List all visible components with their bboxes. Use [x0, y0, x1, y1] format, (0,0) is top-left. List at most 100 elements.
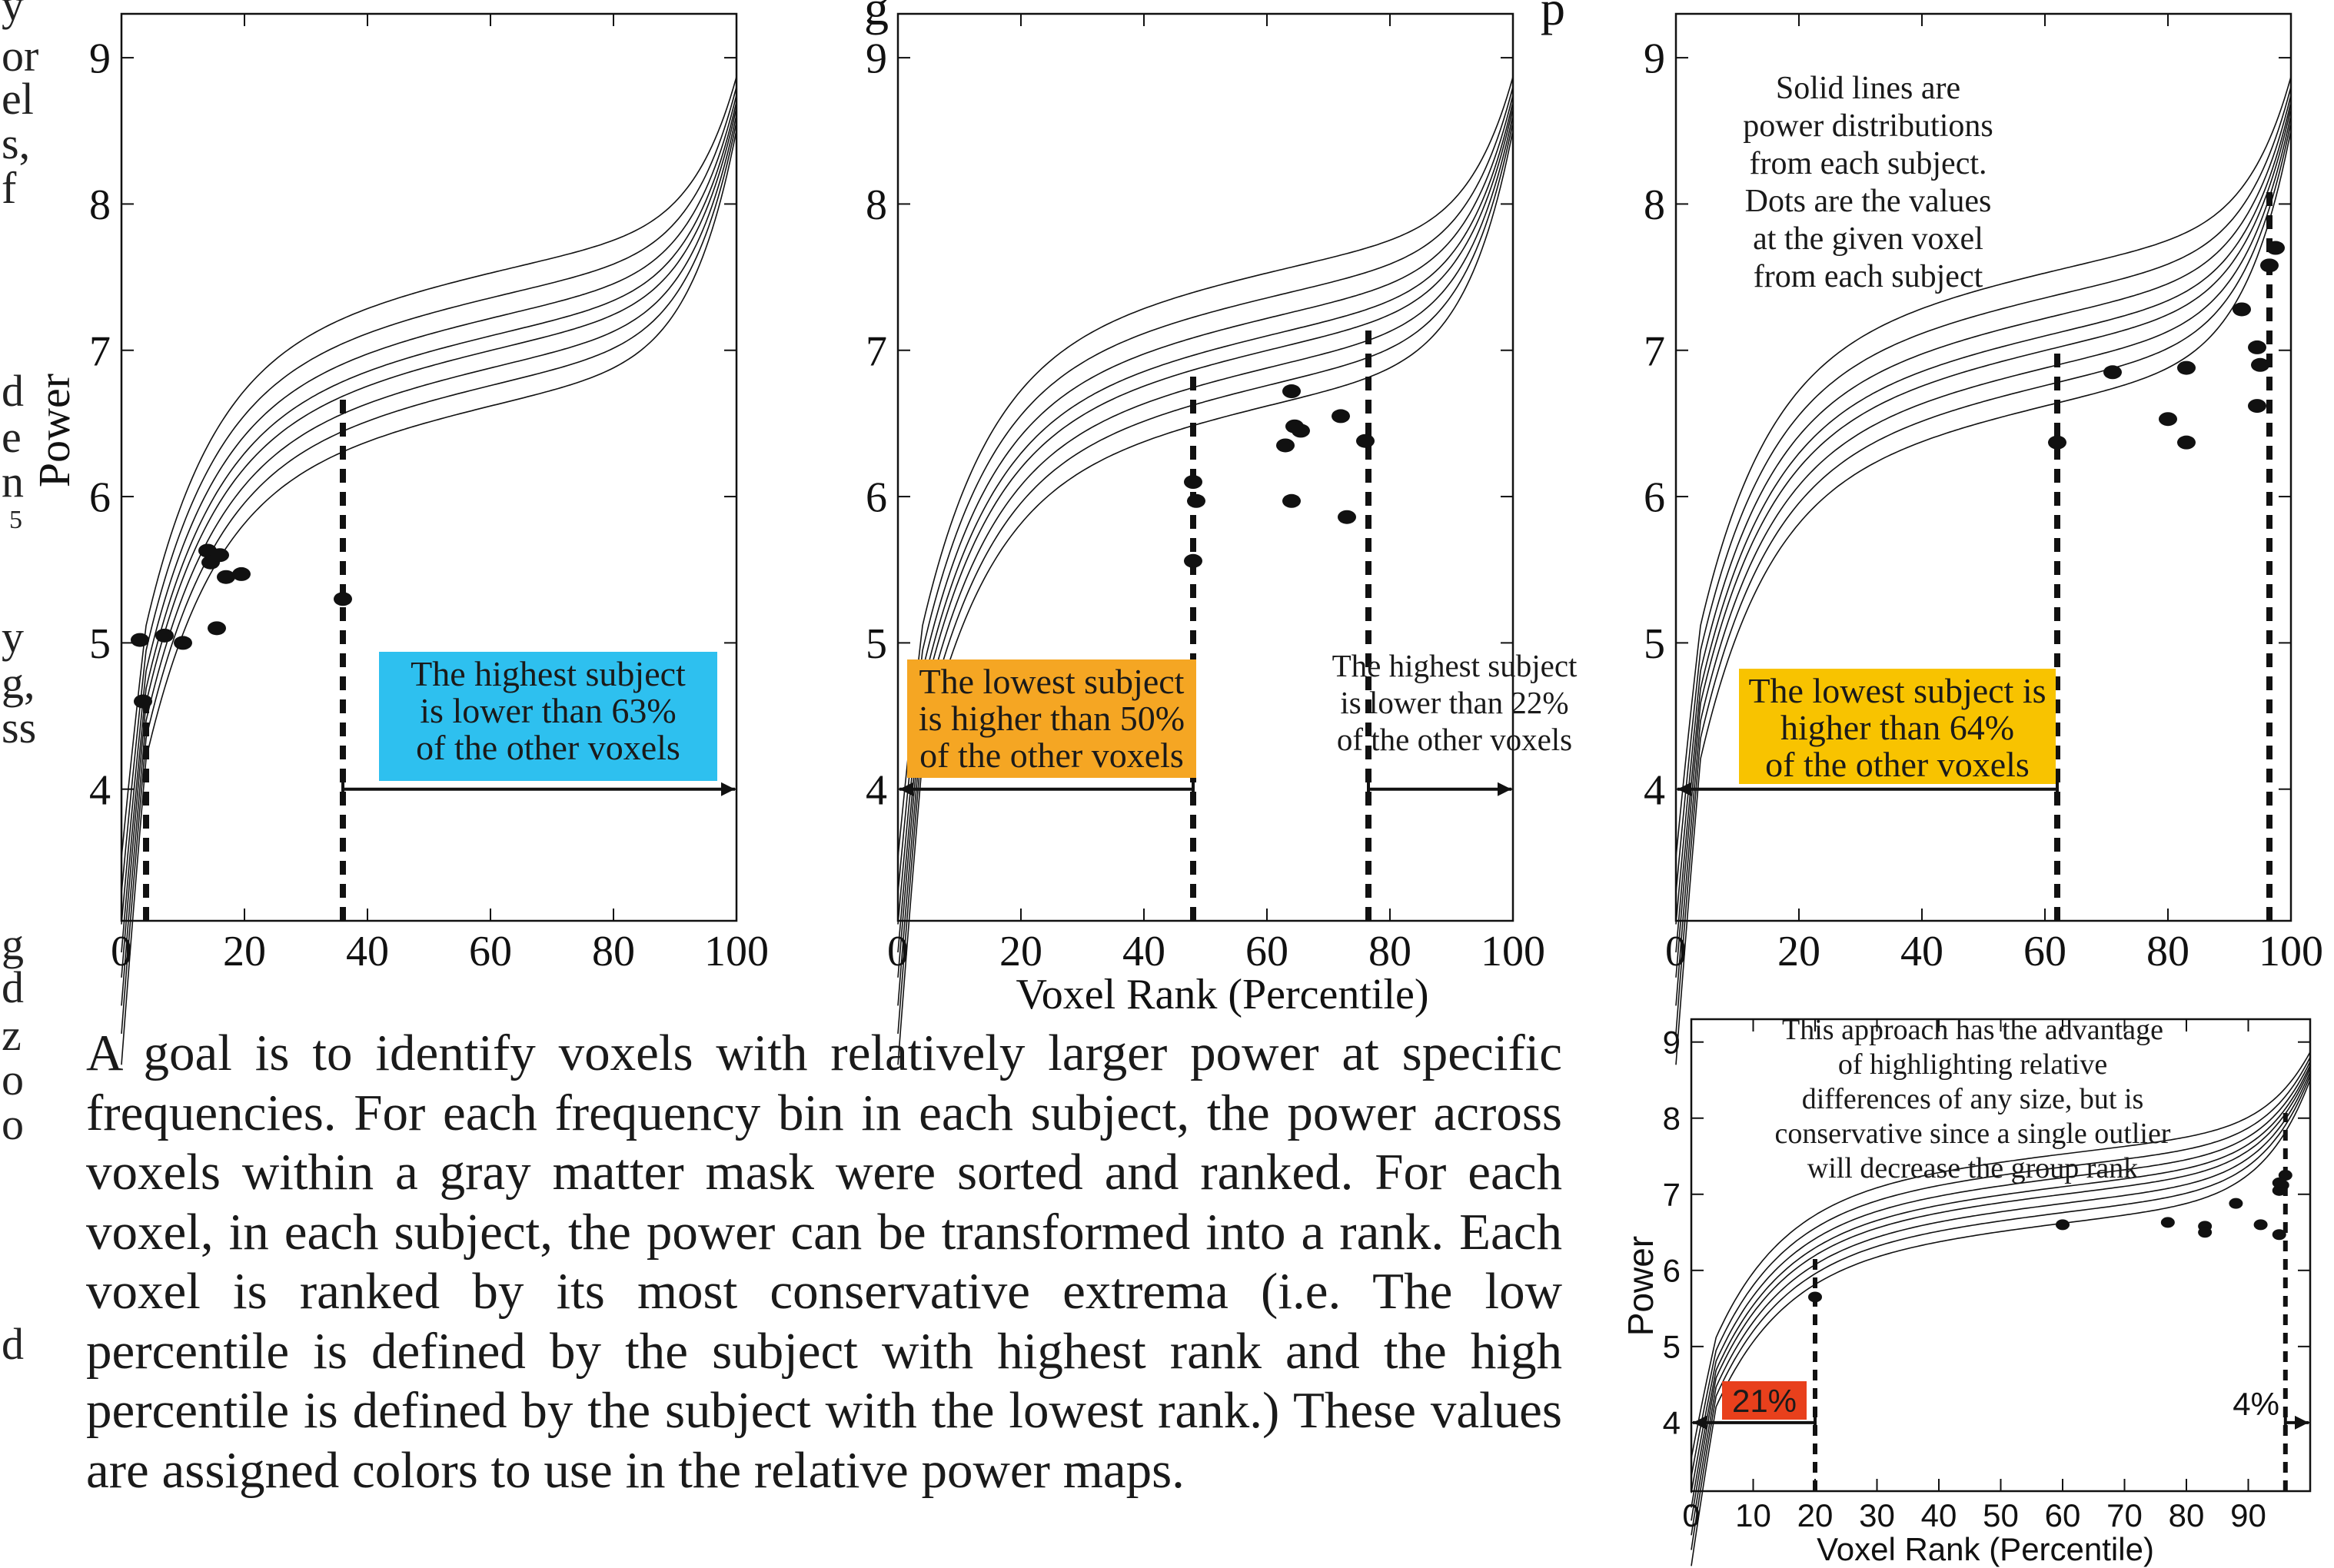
distribution-line: [1675, 130, 2292, 1065]
left-fragment: y: [2, 0, 24, 30]
subject-value-dot: [2260, 258, 2279, 273]
subject-value-dot: [1292, 424, 1310, 438]
left-fragment: d: [2, 366, 24, 416]
distribution-line: [1675, 121, 2292, 1034]
y-tick-label: 5: [1663, 1329, 1681, 1365]
annotation-text: differences of any size, but is: [1802, 1083, 2144, 1115]
range-arrow-head: [1677, 782, 1691, 796]
highlight-box-text: The highest subject: [411, 654, 686, 693]
annotation-text: conservative since a single outlier: [1775, 1118, 2171, 1150]
left-fragment: y: [2, 612, 24, 662]
distribution-line: [121, 115, 737, 1006]
subject-value-dot: [2056, 1219, 2070, 1231]
subject-value-dot: [1184, 553, 1202, 568]
x-tick-label: 20: [1777, 928, 1820, 975]
chart-panel-2: [896, 12, 1514, 1065]
distribution-line: [1675, 95, 2292, 925]
subject-value-dot: [2229, 1198, 2243, 1209]
annotation-text: This approach has the advantage: [1782, 1014, 2163, 1046]
subject-value-dot: [2253, 1219, 2268, 1231]
subject-value-dot: [217, 570, 235, 584]
x-axis-label: Voxel Rank (Percentile): [1016, 971, 1428, 1018]
distribution-line: [897, 121, 1514, 1034]
x-tick-label: 100: [2259, 928, 2323, 975]
distribution-line: [897, 130, 1514, 1065]
y-tick-label: 5: [1644, 620, 1665, 668]
x-tick-label: 0: [887, 928, 909, 975]
subject-value-dot: [131, 633, 149, 647]
x-tick-label: 40: [1122, 928, 1165, 975]
plot-frame: [896, 12, 1514, 922]
top-fragment: p: [1541, 0, 1565, 35]
x-tick-label: 40: [1900, 928, 1943, 975]
x-tick-label: 60: [469, 928, 512, 975]
subject-value-dot: [2266, 241, 2285, 255]
distribution-line: [1691, 1079, 2311, 1566]
annotation-text: is lower than 22%: [1340, 685, 1568, 720]
highlight-box-text: The lowest subject is: [1748, 671, 2046, 710]
y-tick-label: 7: [89, 327, 111, 375]
distribution-line: [1691, 1061, 2311, 1493]
annotation-text: Dots are the values: [1745, 184, 1992, 219]
annotation-text: Solid lines are: [1776, 71, 1960, 106]
chart-panel-3: [1674, 12, 2292, 1065]
subject-value-dot: [2272, 1229, 2286, 1241]
left-fragment: o: [2, 1099, 24, 1149]
distribution-line: [121, 108, 737, 978]
x-tick-label: 60: [1245, 928, 1288, 975]
y-tick-label: 4: [866, 766, 887, 814]
subject-value-dot: [334, 592, 352, 606]
x-tick-label: 20: [223, 928, 266, 975]
subject-value-dot: [1356, 434, 1375, 448]
distribution-line: [121, 121, 737, 1034]
subject-value-dot: [2159, 412, 2177, 427]
x-tick-label: 60: [2045, 1497, 2081, 1533]
y-tick-label: 8: [1663, 1100, 1681, 1136]
subject-value-dot: [1338, 510, 1356, 524]
y-tick-label: 6: [866, 474, 887, 522]
distribution-line: [897, 101, 1514, 953]
subject-value-dot: [2177, 435, 2196, 450]
plot-frame: [1674, 12, 2292, 922]
y-axis-label: Power: [1621, 1236, 1661, 1336]
annotation-text: of highlighting relative: [1838, 1048, 2107, 1081]
subject-value-dot: [1187, 493, 1205, 508]
x-tick-label: 70: [2106, 1497, 2143, 1533]
y-tick-label: 9: [89, 35, 111, 83]
subject-value-dot: [1276, 438, 1295, 453]
y-tick-label: 7: [1663, 1176, 1681, 1212]
distribution-line: [121, 76, 737, 859]
left-fragment: n: [2, 457, 24, 507]
y-tick-label: 7: [1644, 327, 1665, 375]
distribution-line: [897, 86, 1514, 894]
subject-value-dot: [2160, 1217, 2175, 1228]
annotation-text: power distributions: [1743, 108, 1993, 144]
y-tick-label: 8: [89, 181, 111, 229]
x-tick-label: 20: [999, 928, 1042, 975]
percent-label: 4%: [2233, 1386, 2279, 1422]
subject-value-dot: [1184, 475, 1202, 490]
annotation-text: from each subject: [1754, 259, 1983, 294]
y-tick-label: 9: [1663, 1024, 1681, 1060]
left-fragment: ss: [2, 703, 37, 752]
highlight-box-text: of the other voxels: [919, 736, 1184, 775]
y-tick-label: 5: [89, 620, 111, 668]
subject-value-dot: [2177, 360, 2196, 375]
subject-value-dot: [2251, 357, 2269, 372]
y-tick-label: 4: [1663, 1405, 1681, 1441]
distribution-line: [1691, 1075, 2311, 1550]
subject-value-dot: [1808, 1291, 1822, 1303]
x-tick-label: 0: [1682, 1497, 1700, 1533]
y-tick-label: 7: [866, 327, 887, 375]
range-arrow-head: [721, 782, 735, 796]
highlight-box-text: The lowest subject: [919, 662, 1185, 701]
subject-value-dot: [155, 628, 174, 643]
highlight-box-text: higher than 64%: [1780, 708, 2014, 747]
distribution-line: [121, 95, 737, 925]
highlight-box: [907, 659, 1196, 778]
annotation-text: of the other voxels: [1337, 722, 1572, 757]
highlight-box-text: is higher than 50%: [919, 699, 1185, 738]
x-tick-label: 60: [2023, 928, 2066, 975]
distribution-line: [1675, 76, 2292, 859]
x-tick-label: 50: [1983, 1497, 2019, 1533]
